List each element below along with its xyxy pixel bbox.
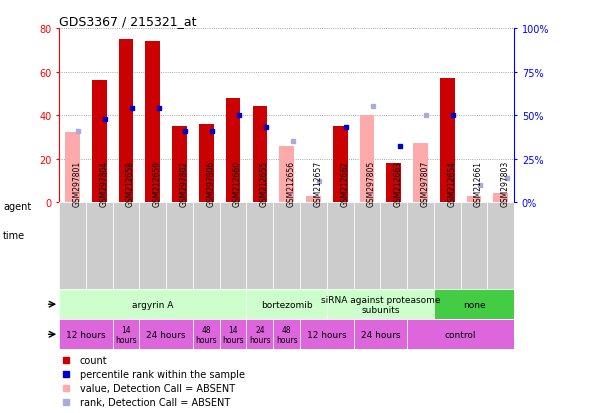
Text: percentile rank within the sample: percentile rank within the sample	[80, 369, 245, 379]
Bar	[273, 203, 300, 290]
Text: GSM212654: GSM212654	[447, 161, 456, 207]
Bar	[353, 203, 381, 290]
Text: GSM212656: GSM212656	[287, 161, 296, 207]
Bar	[300, 320, 353, 349]
Text: GDS3367 / 215321_at: GDS3367 / 215321_at	[59, 15, 197, 28]
Text: 24
hours: 24 hours	[249, 325, 271, 344]
Bar	[493, 194, 508, 203]
Text: rank, Detection Call = ABSENT: rank, Detection Call = ABSENT	[80, 397, 230, 407]
Text: GSM212663: GSM212663	[394, 161, 402, 207]
Bar	[407, 203, 434, 290]
Bar	[139, 320, 193, 349]
Bar	[139, 203, 166, 290]
Text: argyrin A: argyrin A	[132, 300, 174, 309]
Bar	[353, 320, 407, 349]
Text: GSM212661: GSM212661	[474, 161, 483, 207]
Text: 48
hours: 48 hours	[276, 325, 297, 344]
Bar	[193, 320, 220, 349]
Bar	[407, 320, 514, 349]
Bar	[220, 320, 246, 349]
Bar	[59, 290, 246, 320]
Bar	[246, 290, 327, 320]
Text: bortezomib: bortezomib	[261, 300, 313, 309]
Bar	[226, 98, 241, 203]
Text: value, Detection Call = ABSENT: value, Detection Call = ABSENT	[80, 383, 235, 393]
Text: GSM297804: GSM297804	[99, 161, 108, 207]
Bar	[246, 320, 273, 349]
Bar	[113, 320, 139, 349]
Text: GSM212657: GSM212657	[313, 161, 323, 207]
Bar	[172, 127, 187, 203]
Bar	[252, 107, 267, 203]
Bar	[65, 133, 80, 203]
Bar	[300, 203, 327, 290]
Bar	[59, 320, 113, 349]
Bar	[440, 79, 454, 203]
Bar	[413, 144, 428, 203]
Bar	[434, 290, 514, 320]
Text: control: control	[445, 330, 476, 339]
Bar	[333, 127, 348, 203]
Text: 24 hours: 24 hours	[147, 330, 186, 339]
Text: 14
hours: 14 hours	[115, 325, 137, 344]
Text: 48
hours: 48 hours	[196, 325, 217, 344]
Text: agent: agent	[3, 202, 31, 211]
Text: 24 hours: 24 hours	[361, 330, 400, 339]
Text: count: count	[80, 356, 107, 366]
Bar	[273, 320, 300, 349]
Bar	[306, 196, 321, 203]
Bar	[145, 42, 160, 203]
Bar	[327, 203, 353, 290]
Bar	[280, 146, 294, 203]
Text: none: none	[463, 300, 485, 309]
Bar	[59, 203, 86, 290]
Text: GSM212659: GSM212659	[153, 161, 162, 207]
Text: GSM212658: GSM212658	[126, 161, 135, 207]
Bar	[166, 203, 193, 290]
Text: GSM297801: GSM297801	[73, 161, 82, 207]
Text: GSM212655: GSM212655	[260, 161, 269, 207]
Text: GSM212660: GSM212660	[233, 161, 242, 207]
Bar	[113, 203, 139, 290]
Text: GSM297806: GSM297806	[206, 161, 215, 207]
Bar	[92, 81, 106, 203]
Bar	[193, 203, 220, 290]
Bar	[220, 203, 246, 290]
Text: GSM297802: GSM297802	[180, 161, 189, 207]
Text: GSM297803: GSM297803	[501, 161, 510, 207]
Text: GSM297807: GSM297807	[420, 161, 430, 207]
Bar	[434, 203, 460, 290]
Bar	[467, 196, 482, 203]
Bar	[460, 203, 488, 290]
Text: GSM212662: GSM212662	[340, 161, 349, 207]
Bar	[246, 203, 273, 290]
Text: 12 hours: 12 hours	[66, 330, 106, 339]
Bar	[488, 203, 514, 290]
Bar	[86, 203, 113, 290]
Text: time: time	[3, 230, 25, 240]
Bar	[387, 164, 401, 203]
Text: siRNA against proteasome
subunits: siRNA against proteasome subunits	[320, 295, 440, 314]
Bar	[359, 116, 374, 203]
Text: GSM297805: GSM297805	[367, 161, 376, 207]
Text: 12 hours: 12 hours	[307, 330, 346, 339]
Bar	[381, 203, 407, 290]
Text: 14
hours: 14 hours	[222, 325, 244, 344]
Bar	[199, 124, 214, 203]
Bar	[119, 40, 134, 203]
Bar	[327, 290, 434, 320]
